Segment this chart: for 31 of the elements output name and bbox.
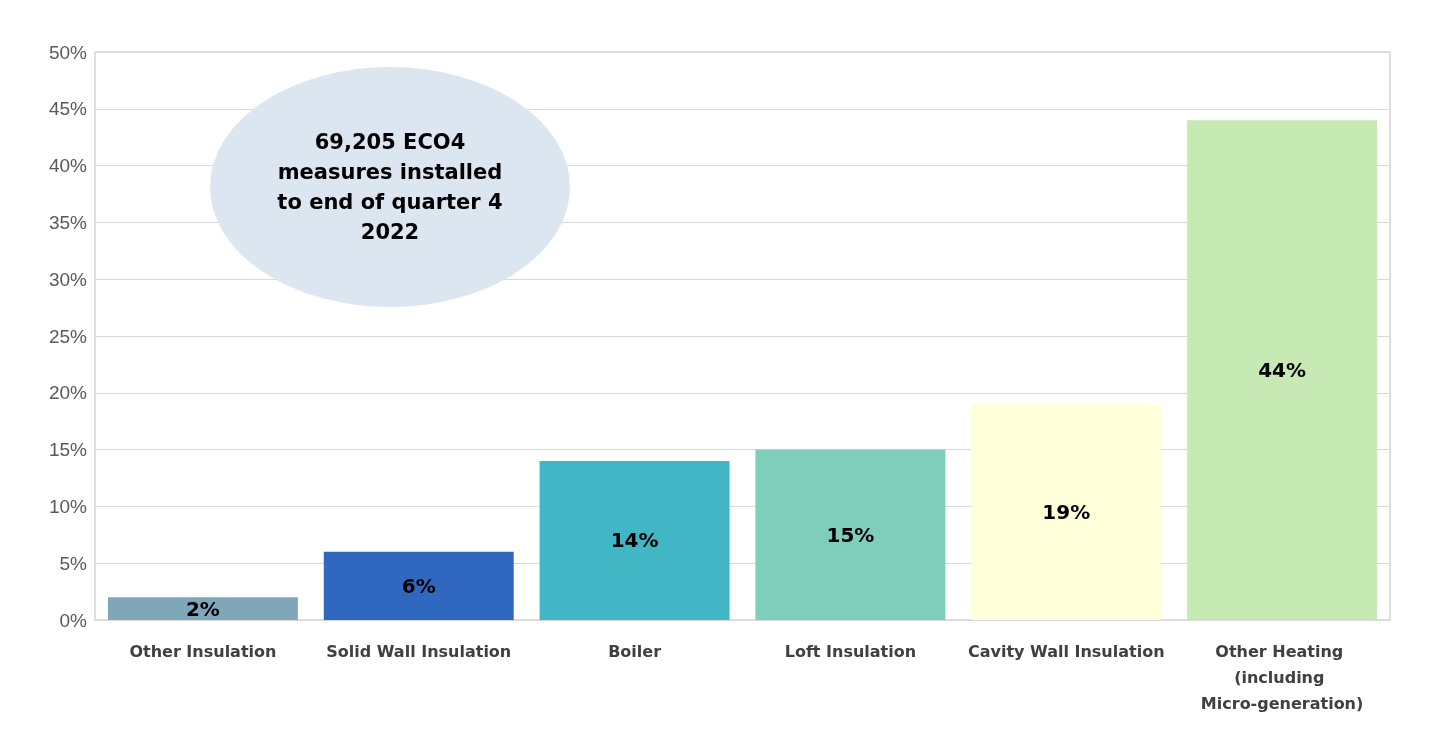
y-tick-label: 10%: [48, 495, 88, 517]
bar: [971, 404, 1162, 620]
x-tick-label: Other Heating (including Micro-generation): [1200, 641, 1364, 713]
x-tick-label: Cavity Wall Insulation: [967, 641, 1165, 661]
y-tick-label: 25%: [48, 325, 88, 347]
x-tick-label: Solid Wall Insulation: [326, 641, 512, 661]
annotation: 69,205 ECO4 measures installed to end of quarter 4 2022: [276, 129, 504, 246]
bar: [323, 551, 514, 620]
y-tick-label: 35%: [48, 211, 88, 233]
x-tick-label: Other Insulation: [129, 641, 277, 661]
y-tick-label: 0%: [59, 609, 88, 631]
bar: [1187, 120, 1378, 620]
bar: [539, 460, 730, 620]
data-label: 15%: [826, 522, 875, 547]
data-label: 6%: [401, 573, 436, 598]
y-tick-label: 5%: [59, 552, 88, 574]
x-tick-label: Boiler: [608, 641, 662, 661]
y-tick-label: 20%: [48, 382, 88, 404]
x-tick-label: Loft Insulation: [784, 641, 917, 661]
bar: [755, 449, 946, 620]
data-label: 2%: [185, 596, 220, 621]
data-label: 19%: [1042, 500, 1091, 525]
y-tick-label: 30%: [48, 268, 88, 290]
y-tick-label: 15%: [48, 439, 88, 461]
bar: [107, 597, 298, 620]
y-tick-label: 50%: [48, 41, 88, 63]
ellipse-callout: 69,205 ECO4 measures installed to end of quarter 4 2022: [210, 67, 570, 307]
data-label: 44%: [1258, 358, 1307, 383]
data-label: 14%: [610, 528, 659, 553]
y-tick-label: 40%: [48, 155, 88, 177]
y-tick-label: 45%: [48, 98, 88, 120]
